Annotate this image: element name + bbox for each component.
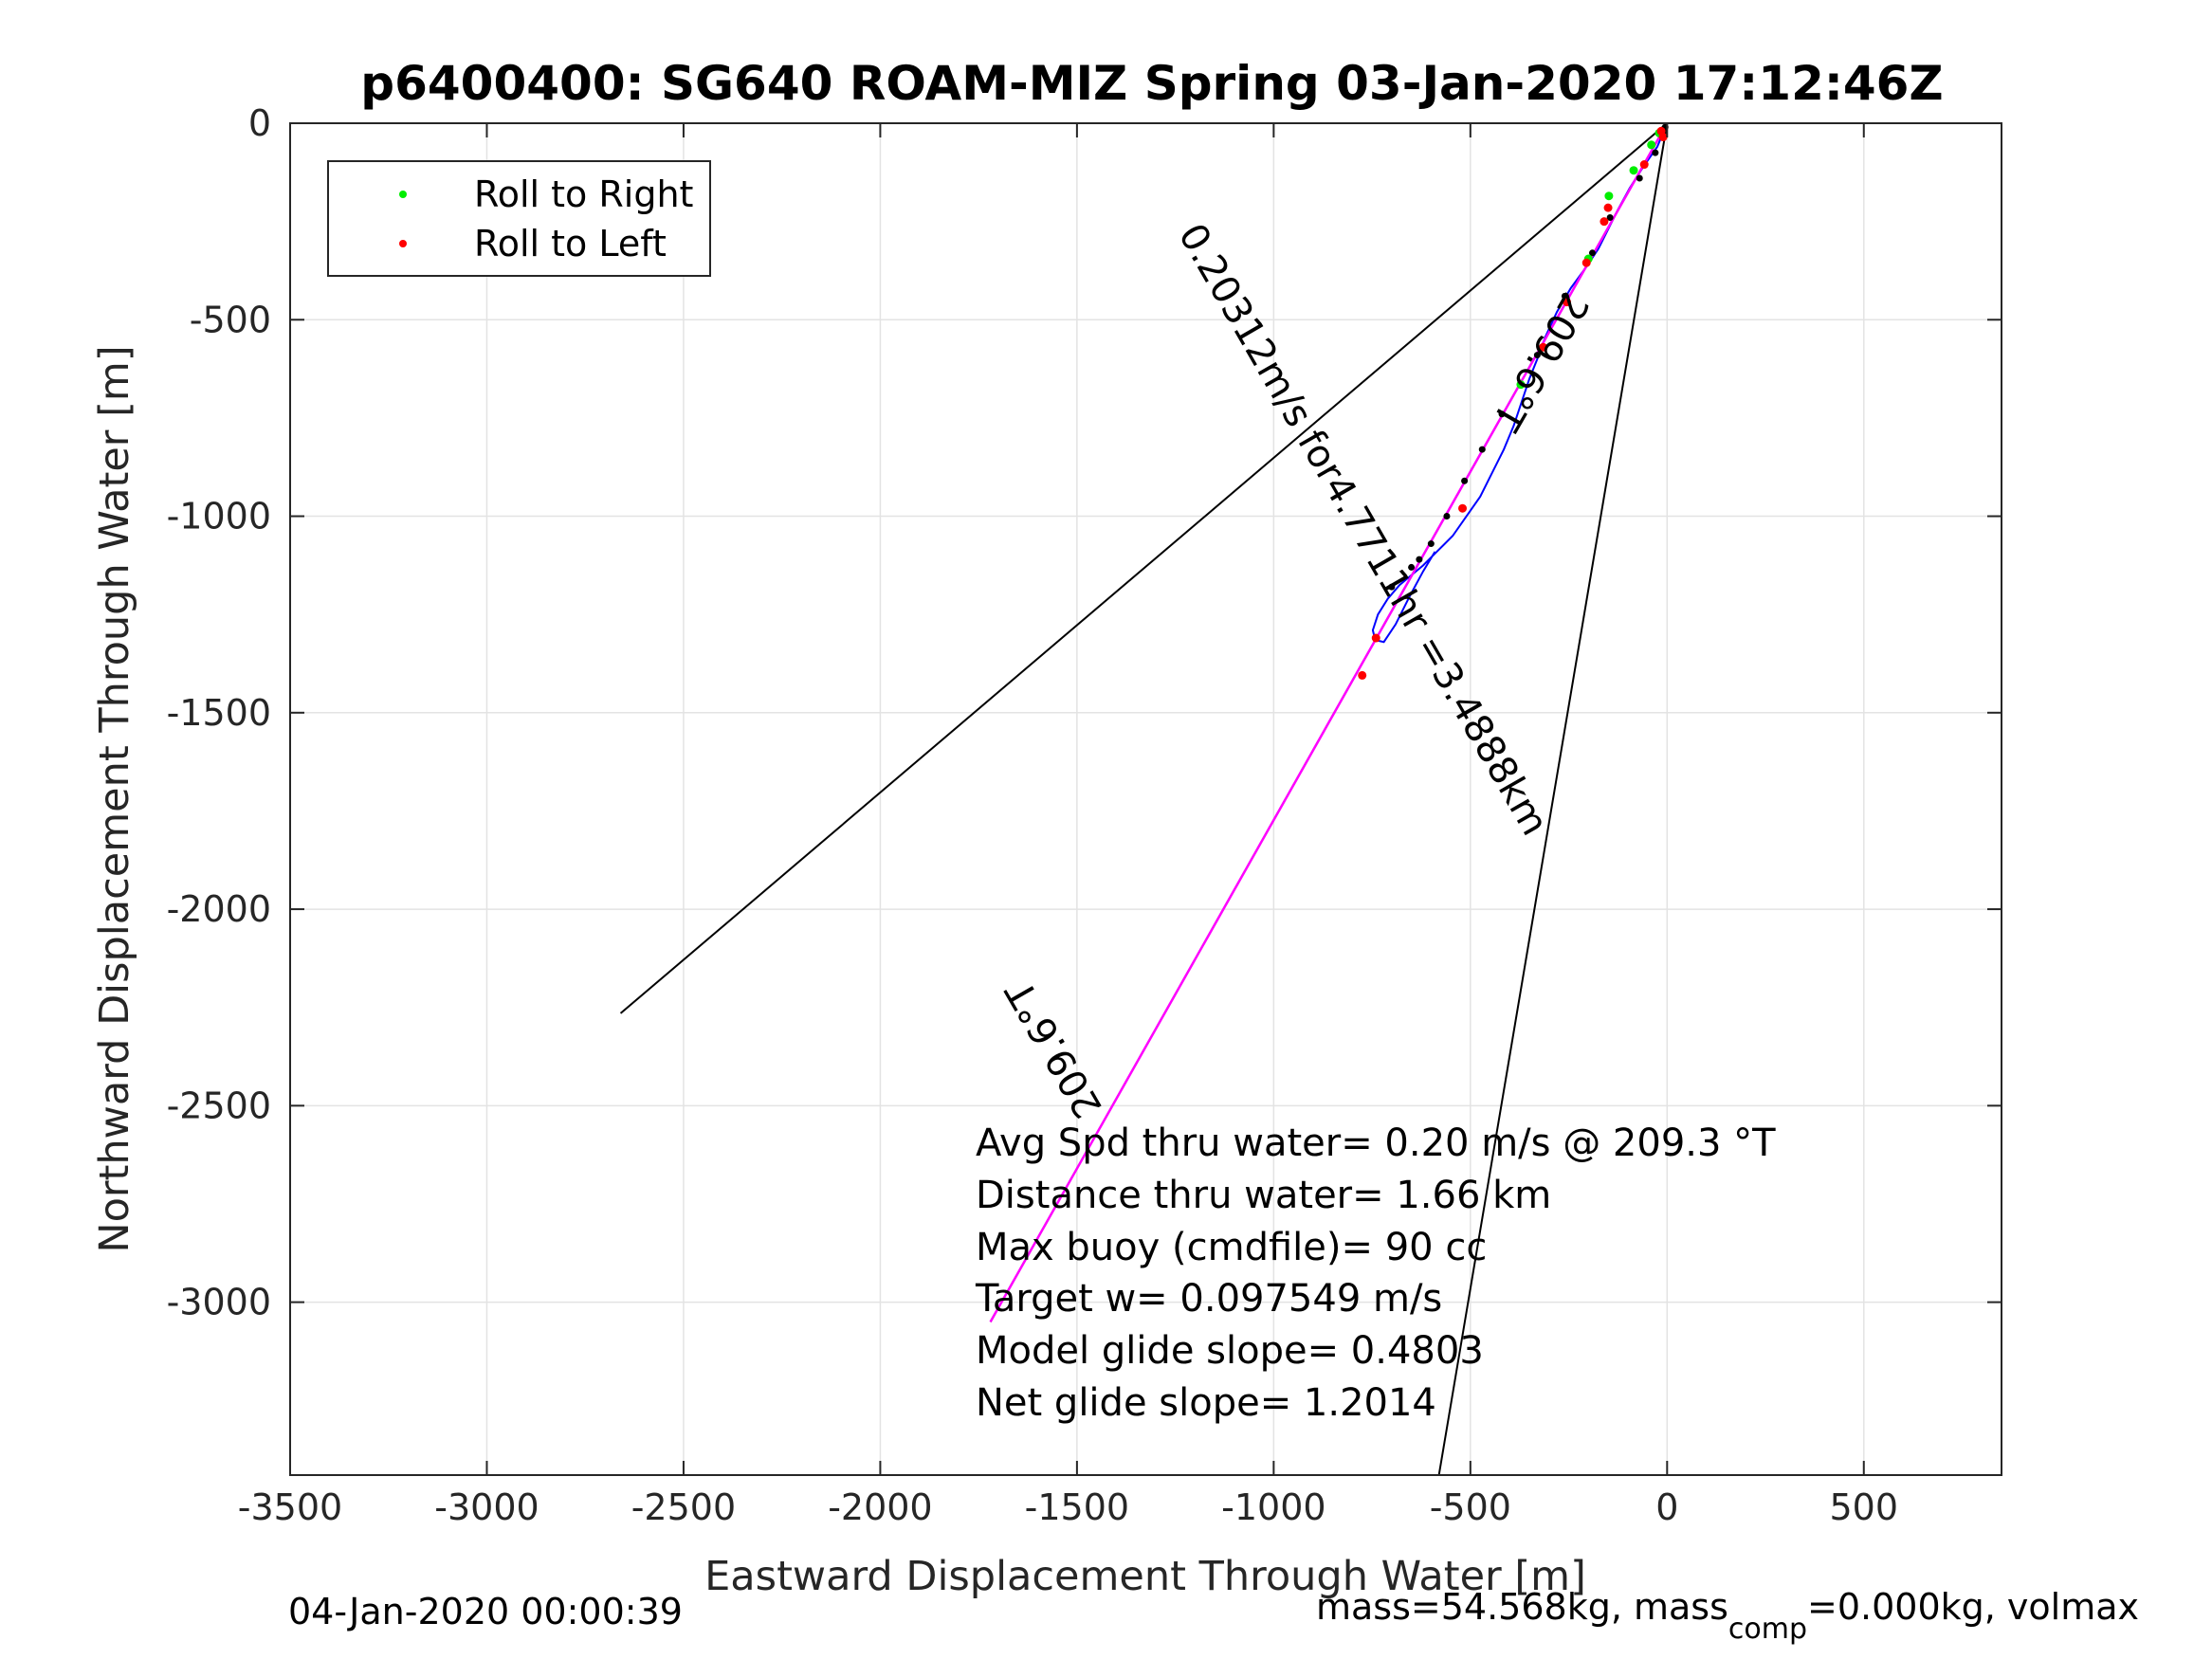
y-tick-label: -3000 <box>167 1282 271 1323</box>
track-marker-point <box>1478 446 1486 453</box>
roll-left-point <box>1581 258 1591 267</box>
roll-left-point <box>1539 342 1548 352</box>
x-tick-label: 500 <box>1830 1486 1899 1528</box>
stat-distance: Distance thru water= 1.66 km <box>976 1174 1551 1217</box>
roll-right-point <box>1604 191 1614 201</box>
y-tick-label: -500 <box>190 299 271 340</box>
x-tick-label: 0 <box>1655 1486 1678 1528</box>
roll-right-point <box>1647 140 1656 150</box>
marker-points <box>1358 123 1669 680</box>
track-marker-point <box>1416 556 1423 563</box>
legend: Roll to Right Roll to Left <box>327 160 711 277</box>
y-tick-label: -1500 <box>167 692 271 734</box>
footer-mass: mass=54.568kg, masscomp=0.000kg, volmax <box>1316 1586 2139 1646</box>
heading-line <box>989 123 1669 1322</box>
legend-box <box>327 160 711 277</box>
roll-left-point <box>1658 133 1668 142</box>
track-marker-point <box>1408 563 1416 571</box>
track-marker-point <box>1652 149 1659 156</box>
roll-right-point <box>1516 380 1526 390</box>
track-marker-point <box>1606 213 1614 221</box>
legend-roll-right-marker <box>399 191 407 198</box>
legend-roll-left-marker <box>399 240 407 247</box>
roll-left-point <box>1358 670 1367 680</box>
ticks <box>289 122 2002 1475</box>
track-marker-point <box>1588 249 1596 257</box>
roll-right-point <box>1629 166 1638 175</box>
y-tick-labels: 0 -500 -1000 -1500 -2000 -2500 -3000 <box>167 102 271 1323</box>
track-marker-point <box>1498 410 1506 418</box>
y-axis-label: Northward Displacement Through Water [m] <box>91 345 138 1252</box>
roll-left-point <box>1600 217 1609 227</box>
track-marker-point <box>1461 477 1469 484</box>
stat-net-glide: Net glide slope= 1.2014 <box>976 1381 1436 1425</box>
track-marker-point <box>1533 352 1541 359</box>
stat-target-w: Target w= 0.097549 m/s <box>975 1277 1442 1321</box>
roll-left-point <box>1603 203 1613 212</box>
y-tick-label: -2500 <box>167 1085 271 1126</box>
footer-mass-sub: comp <box>1728 1613 1807 1646</box>
x-tick-label: -3000 <box>434 1486 539 1528</box>
stat-avg-speed: Avg Spd thru water= 0.20 m/s @ 209.3 °T <box>976 1121 1776 1165</box>
x-axis-label: Eastward Displacement Through Water [m] <box>704 1553 1586 1600</box>
footer-mass-part2: =0.000kg, volmax <box>1807 1586 2139 1628</box>
plot-area <box>289 122 2002 1476</box>
roll-left-point <box>1562 298 1571 307</box>
x-tick-label: -500 <box>1430 1486 1511 1528</box>
data-layer <box>619 123 1669 1475</box>
y-tick-label: 0 <box>248 102 271 144</box>
chart-title: p6400400: SG640 ROAM-MIZ Spring 03-Jan-2… <box>360 56 1943 111</box>
legend-roll-right-label: Roll to Right <box>474 173 693 215</box>
bound-left-line <box>619 123 1668 1014</box>
roll-left-point <box>1458 503 1468 513</box>
roll-left-point <box>1639 160 1649 170</box>
roll-left-point <box>1371 633 1380 643</box>
stat-model-glide: Model glide slope= 0.4803 <box>976 1329 1484 1373</box>
y-tick-label: -1000 <box>167 496 271 538</box>
track-marker-point <box>1388 583 1396 591</box>
x-tick-label: -1500 <box>1025 1486 1129 1528</box>
footer-timestamp: 04-Jan-2020 00:00:39 <box>288 1591 683 1632</box>
x-tick-label: -2500 <box>631 1486 736 1528</box>
footer-mass-part1: mass=54.568kg, mass <box>1316 1586 1728 1628</box>
track-marker-point <box>1636 174 1643 182</box>
bound-right-line <box>1437 123 1669 1475</box>
track-marker-point <box>1427 540 1435 548</box>
axes-box <box>289 122 2002 1476</box>
stat-max-buoy: Max buoy (cmdfile)= 90 cc <box>976 1226 1487 1269</box>
x-tick-label: -2000 <box>828 1486 932 1528</box>
legend-roll-left-label: Roll to Left <box>474 223 667 264</box>
x-tick-label: -3500 <box>238 1486 342 1528</box>
x-tick-labels: -3500 -3000 -2500 -2000 -1500 -1000 -500 0 500 <box>238 1486 1898 1528</box>
stats-block: Avg Spd thru water= 0.20 m/s @ 209.3 °T … <box>975 1121 1776 1425</box>
track-marker-point <box>1443 513 1451 520</box>
x-tick-label: -1000 <box>1221 1486 1325 1528</box>
y-tick-label: -2000 <box>167 888 271 930</box>
